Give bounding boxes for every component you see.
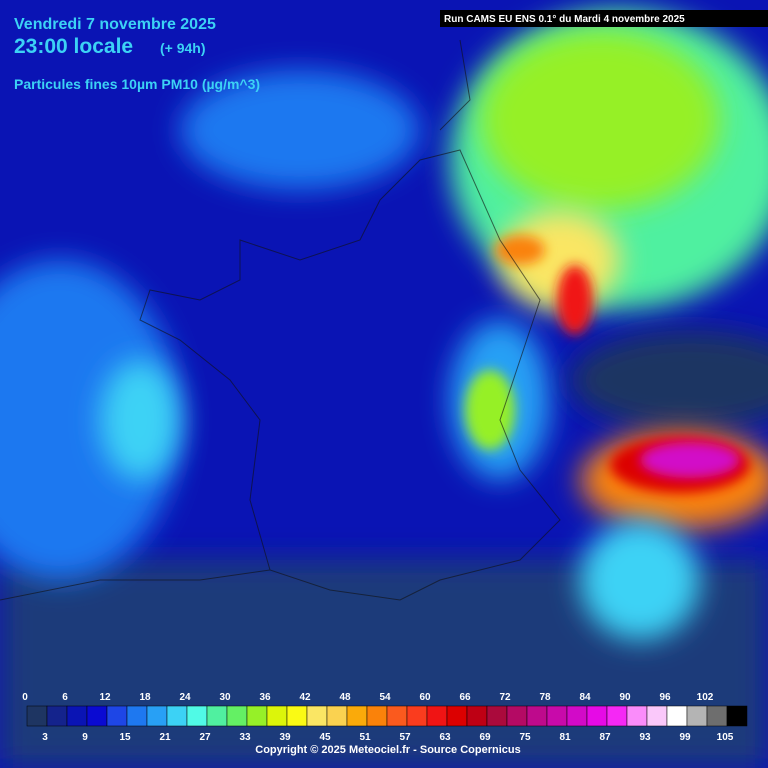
run-box bbox=[440, 10, 768, 27]
legend-label: 36 bbox=[259, 692, 271, 703]
legend-swatch bbox=[226, 705, 248, 727]
legend-swatch bbox=[346, 705, 368, 727]
legend-swatch bbox=[666, 705, 688, 727]
legend-label: 18 bbox=[139, 692, 151, 703]
legend-swatch bbox=[386, 705, 408, 727]
legend-swatch bbox=[366, 705, 388, 727]
legend: 0369121518212427303336394245485154576063… bbox=[22, 692, 748, 743]
legend-label: 63 bbox=[439, 732, 451, 743]
lead: (+ 94h) bbox=[160, 40, 206, 56]
legend-label: 12 bbox=[99, 692, 111, 703]
legend-swatch bbox=[306, 705, 328, 727]
legend-swatch bbox=[246, 705, 268, 727]
legend-label: 21 bbox=[159, 732, 171, 743]
legend-label: 54 bbox=[379, 692, 391, 703]
legend-label: 75 bbox=[519, 732, 531, 743]
legend-label: 99 bbox=[679, 732, 691, 743]
legend-label: 33 bbox=[239, 732, 251, 743]
legend-label: 42 bbox=[299, 692, 311, 703]
legend-label: 96 bbox=[659, 692, 671, 703]
legend-swatch bbox=[426, 705, 448, 727]
legend-swatch bbox=[706, 705, 728, 727]
date: Vendredi 7 novembre 2025 bbox=[14, 16, 216, 33]
legend-swatch bbox=[566, 705, 588, 727]
legend-label: 60 bbox=[419, 692, 431, 703]
legend-swatch bbox=[586, 705, 608, 727]
legend-label: 66 bbox=[459, 692, 471, 703]
legend-swatch bbox=[606, 705, 628, 727]
legend-label: 27 bbox=[199, 732, 211, 743]
legend-label: 87 bbox=[599, 732, 611, 743]
legend-swatch bbox=[626, 705, 648, 727]
legend-swatch bbox=[86, 705, 108, 727]
legend-label: 78 bbox=[539, 692, 551, 703]
variable: Particules fines 10µm PM10 (µg/m^3) bbox=[14, 76, 260, 92]
time: 23:00 locale bbox=[14, 35, 133, 58]
legend-label: 93 bbox=[639, 732, 651, 743]
legend-swatch bbox=[486, 705, 508, 727]
legend-label: 9 bbox=[82, 732, 88, 743]
legend-label: 57 bbox=[399, 732, 411, 743]
legend-swatch bbox=[266, 705, 288, 727]
legend-swatch bbox=[526, 705, 548, 727]
legend-label: 69 bbox=[479, 732, 491, 743]
legend-swatch bbox=[146, 705, 168, 727]
legend-label: 90 bbox=[619, 692, 631, 703]
legend-label: 45 bbox=[319, 732, 331, 743]
legend-label: 3 bbox=[42, 732, 48, 743]
legend-swatch bbox=[186, 705, 208, 727]
borders bbox=[0, 39, 561, 601]
legend-label: 6 bbox=[62, 692, 68, 703]
legend-swatch bbox=[326, 705, 348, 727]
run: Run CAMS EU ENS 0.1° du Mardi 4 novembre… bbox=[444, 14, 685, 25]
legend-swatch bbox=[506, 705, 528, 727]
legend-swatch bbox=[46, 705, 68, 727]
legend-swatch bbox=[646, 705, 668, 727]
legend-label: 102 bbox=[697, 692, 714, 703]
legend-swatch bbox=[66, 705, 88, 727]
legend-swatch bbox=[466, 705, 488, 727]
legend-swatch bbox=[26, 705, 48, 727]
legend-label: 0 bbox=[22, 692, 28, 703]
legend-swatch bbox=[206, 705, 228, 727]
legend-label: 39 bbox=[279, 732, 291, 743]
legend-label: 48 bbox=[339, 692, 351, 703]
legend-swatch bbox=[406, 705, 428, 727]
legend-label: 51 bbox=[359, 732, 371, 743]
legend-swatch bbox=[126, 705, 148, 727]
legend-label: 72 bbox=[499, 692, 511, 703]
legend-label: 84 bbox=[579, 692, 591, 703]
legend-label: 81 bbox=[559, 732, 571, 743]
legend-swatch bbox=[286, 705, 308, 727]
legend-label: 15 bbox=[119, 732, 131, 743]
legend-label: 30 bbox=[219, 692, 231, 703]
legend-swatch bbox=[166, 705, 188, 727]
legend-label: 105 bbox=[717, 732, 734, 743]
legend-swatch bbox=[686, 705, 708, 727]
legend-swatch bbox=[546, 705, 568, 727]
header: Vendredi 7 novembre 2025 23:00 locale (+… bbox=[14, 10, 768, 92]
legend-swatch bbox=[106, 705, 128, 727]
copyright: Copyright © 2025 Meteociel.fr - Source C… bbox=[255, 744, 520, 756]
legend-swatch bbox=[446, 705, 468, 727]
legend-label: 24 bbox=[179, 692, 191, 703]
legend-swatch bbox=[726, 705, 748, 727]
